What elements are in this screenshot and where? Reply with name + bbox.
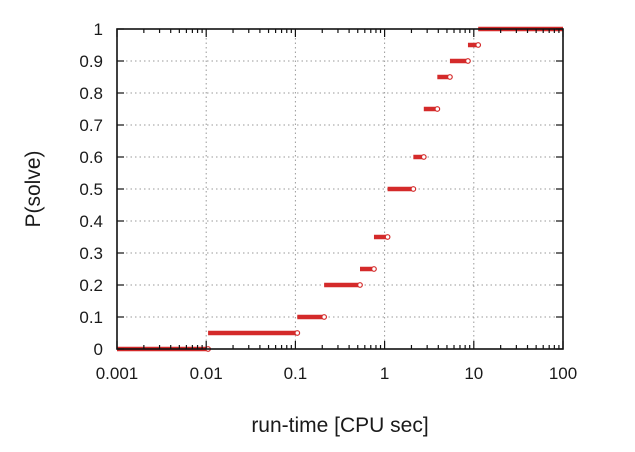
tick-labels: 0 0.1 0.2 0.3 0.4 0.5 0.6 0.7 0.8 0.9 1 0.001 0.01 0.… [79, 20, 577, 383]
x-tick-label: 1 [380, 364, 389, 383]
y-axis-title: P(solve) [22, 150, 45, 227]
y-tick-label: 0 [94, 340, 103, 359]
step-endpoint [447, 74, 453, 80]
y-tick-label: 0.9 [79, 52, 103, 71]
y-tick-label: 0.7 [79, 116, 103, 135]
grid-lines [117, 29, 563, 349]
y-tick-label: 1 [94, 20, 103, 39]
y-tick-label: 0.3 [79, 244, 103, 263]
axis-ticks [116, 28, 564, 350]
step-endpoint [294, 330, 301, 336]
step-endpoint [420, 154, 427, 160]
step-endpoint [371, 266, 377, 272]
x-axis-title: run-time [CPU sec] [251, 414, 428, 437]
step-endpoint [410, 186, 417, 192]
y-tick-label: 0.1 [79, 308, 103, 327]
y-tick-label: 0.6 [79, 148, 103, 167]
step-endpoint [434, 106, 441, 112]
y-tick-label: 0.2 [79, 276, 103, 295]
y-tick-label: 0.4 [79, 212, 103, 231]
step-endpoint [321, 314, 328, 320]
step-endpoint [465, 58, 471, 64]
x-tick-label: 0.001 [96, 364, 139, 383]
cdf-series [117, 26, 563, 352]
x-tick-label: 0.1 [284, 364, 308, 383]
step-endpoint [475, 42, 482, 48]
y-tick-label: 0.8 [79, 84, 103, 103]
y-tick-label: 0.5 [79, 180, 103, 199]
step-endpoint [384, 234, 391, 240]
step-endpoint [357, 282, 363, 288]
x-tick-label: 100 [549, 364, 577, 383]
x-tick-label: 10 [464, 364, 483, 383]
x-tick-label: 0.01 [190, 364, 223, 383]
